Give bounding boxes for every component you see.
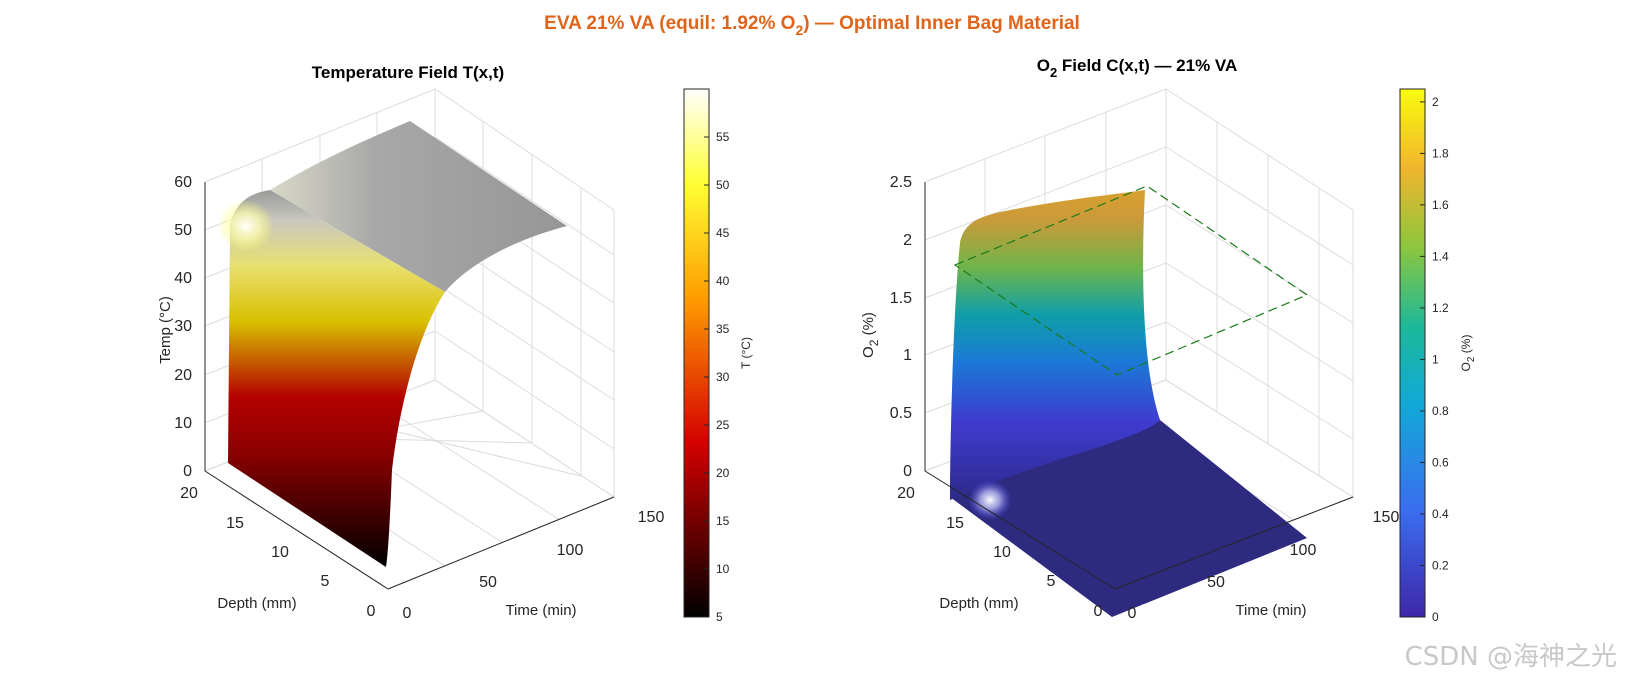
oxygen-colorbar: 0 0.2 0.4 0.6 0.8 1 1.2 1.4 1.6 1.8 2 O2 (%) bbox=[1399, 88, 1477, 624]
temperature-z-label: Temp (°C) bbox=[157, 296, 174, 364]
z-tick: 0 bbox=[183, 463, 192, 480]
colorbar-tick-label: 40 bbox=[716, 274, 730, 288]
oxygen-surface-front bbox=[950, 190, 1160, 500]
depth-tick: 20 bbox=[897, 485, 915, 502]
temperature-depth-axis-line bbox=[204, 470, 389, 590]
temperature-colorbar: 5 10 15 20 25 30 35 40 45 50 55 T (°C) bbox=[683, 88, 753, 624]
depth-tick: 15 bbox=[946, 515, 964, 532]
colorbar-tick-label: 0.8 bbox=[1432, 404, 1449, 418]
temperature-panel: Temperature Field T(x,t) bbox=[157, 63, 753, 624]
z-tick: 1.5 bbox=[890, 290, 912, 307]
time-tick: 100 bbox=[557, 542, 584, 559]
oxygen-depth-axis-line bbox=[924, 470, 1116, 590]
depth-tick: 10 bbox=[993, 544, 1011, 561]
colorbar-tick-label: 45 bbox=[716, 226, 730, 240]
colorbar-tick-label: 1.6 bbox=[1432, 198, 1449, 212]
time-tick: 0 bbox=[403, 605, 412, 622]
time-tick: 50 bbox=[479, 574, 497, 591]
colorbar-tick-label: 25 bbox=[716, 418, 730, 432]
oxygen-z-label: O2 (%) bbox=[860, 312, 881, 358]
z-tick: 0 bbox=[903, 463, 912, 480]
colorbar-tick-label: 0.2 bbox=[1432, 558, 1449, 572]
oxygen-panel-title: O2 Field C(x,t) — 21% VA bbox=[1037, 56, 1238, 80]
oxygen-equilibrium-plane bbox=[953, 185, 1309, 376]
oxygen-surface-hotspot bbox=[968, 480, 1012, 520]
colorbar-tick-label: 50 bbox=[716, 178, 730, 192]
time-tick: 150 bbox=[638, 509, 665, 526]
temperature-depth-label: Depth (mm) bbox=[217, 595, 296, 612]
temperature-time-label: Time (min) bbox=[505, 602, 576, 619]
oxygen-time-label: Time (min) bbox=[1235, 602, 1306, 619]
oxygen-panel: O2 Field C(x,t) — 21% VA bbox=[860, 56, 1477, 624]
colorbar-tick-label: 15 bbox=[716, 514, 730, 528]
colorbar-tick-label: 10 bbox=[716, 562, 730, 576]
z-tick: 20 bbox=[174, 367, 192, 384]
oxygen-colorbar-label: O2 (%) bbox=[1459, 335, 1477, 372]
colorbar-tick-label: 1 bbox=[1432, 352, 1439, 366]
z-tick: 2.5 bbox=[890, 174, 912, 191]
depth-tick: 5 bbox=[321, 573, 330, 590]
temperature-depth-ticks: 0 5 10 15 20 bbox=[180, 485, 375, 620]
colorbar-tick-label: 0 bbox=[1432, 610, 1439, 624]
oxygen-z-ticks: 0 0.5 1 1.5 2 2.5 bbox=[890, 174, 912, 480]
colorbar-tick-label: 0.6 bbox=[1432, 455, 1449, 469]
temperature-panel-title: Temperature Field T(x,t) bbox=[312, 63, 504, 82]
oxygen-depth-label: Depth (mm) bbox=[939, 595, 1018, 612]
colorbar-tick-label: 1.4 bbox=[1432, 249, 1449, 263]
oxygen-time-ticks: 0 50 100 150 bbox=[1128, 509, 1400, 622]
figure-suptitle: EVA 21% VA (equil: 1.92% O2) — Optimal I… bbox=[544, 13, 1080, 38]
colorbar-tick-label: 55 bbox=[716, 130, 730, 144]
oxygen-time-axis-line bbox=[1114, 496, 1354, 590]
depth-tick: 15 bbox=[226, 515, 244, 532]
time-tick: 0 bbox=[1128, 605, 1137, 622]
z-tick: 30 bbox=[174, 318, 192, 335]
temperature-surface-front bbox=[228, 190, 445, 567]
time-tick: 100 bbox=[1290, 542, 1317, 559]
depth-tick: 10 bbox=[271, 544, 289, 561]
watermark: CSDN @海神之光 bbox=[1404, 642, 1617, 672]
colorbar-tick-label: 1.8 bbox=[1432, 146, 1449, 160]
depth-tick: 0 bbox=[1094, 603, 1103, 620]
time-tick: 150 bbox=[1373, 509, 1400, 526]
colorbar-tick-label: 5 bbox=[716, 610, 723, 624]
oxygen-depth-ticks: 0 5 10 15 20 bbox=[897, 485, 1102, 620]
colorbar-tick-label: 0.4 bbox=[1432, 507, 1449, 521]
oxygen-surface-floor bbox=[950, 420, 1307, 617]
temperature-z-ticks: 0 10 20 30 40 50 60 bbox=[174, 174, 192, 480]
colorbar-tick-label: 20 bbox=[716, 466, 730, 480]
z-tick: 0.5 bbox=[890, 405, 912, 422]
temperature-colorbar-gradient bbox=[683, 88, 710, 618]
z-tick: 1 bbox=[903, 347, 912, 364]
z-tick: 2 bbox=[903, 232, 912, 249]
temperature-surface-top bbox=[270, 121, 567, 292]
temperature-colorbar-label: T (°C) bbox=[739, 337, 753, 369]
depth-tick: 0 bbox=[367, 603, 376, 620]
z-tick: 10 bbox=[174, 415, 192, 432]
depth-tick: 20 bbox=[180, 485, 198, 502]
z-tick: 50 bbox=[174, 222, 192, 239]
colorbar-tick-label: 1.2 bbox=[1432, 301, 1449, 315]
depth-tick: 5 bbox=[1047, 573, 1056, 590]
z-tick: 40 bbox=[174, 270, 192, 287]
colorbar-tick-label: 35 bbox=[716, 322, 730, 336]
time-tick: 50 bbox=[1207, 574, 1225, 591]
oxygen-colorbar-gradient bbox=[1399, 88, 1426, 618]
temperature-time-axis-line bbox=[387, 496, 615, 590]
colorbar-tick-label: 30 bbox=[716, 370, 730, 384]
temperature-surface-hotspot bbox=[218, 200, 274, 252]
z-tick: 60 bbox=[174, 174, 192, 191]
colorbar-tick-label: 2 bbox=[1432, 95, 1439, 109]
temperature-time-ticks: 0 50 100 150 bbox=[403, 509, 665, 622]
